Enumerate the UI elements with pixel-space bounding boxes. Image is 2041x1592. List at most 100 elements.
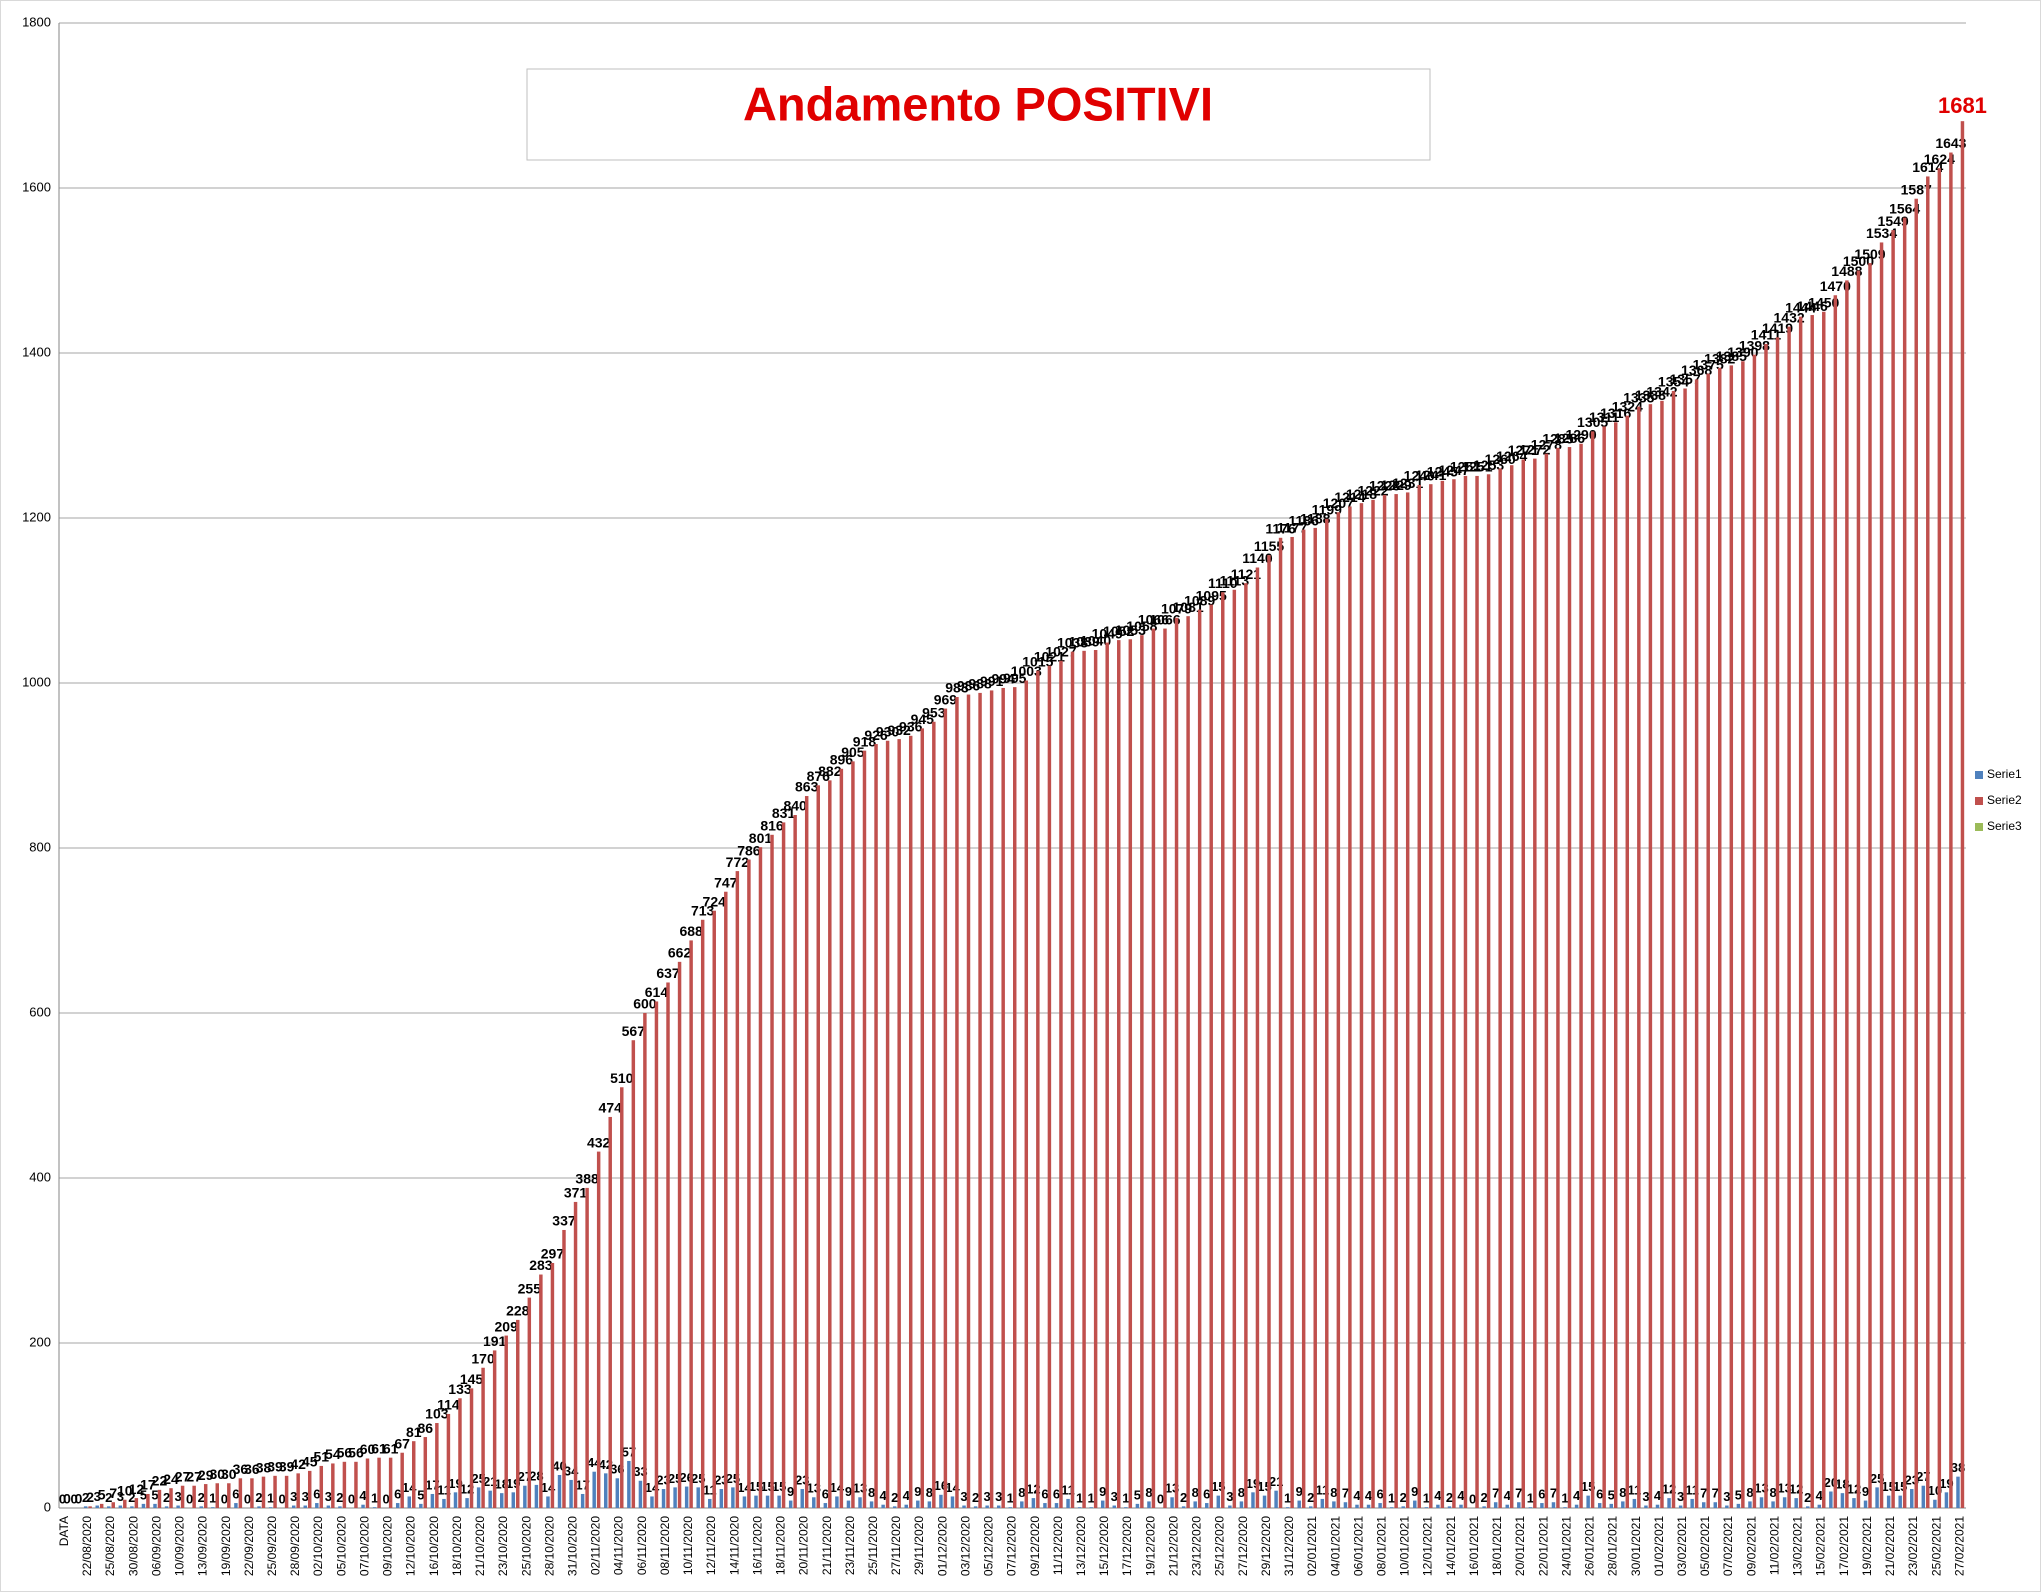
bar bbox=[1301, 529, 1306, 1508]
bar bbox=[1868, 263, 1872, 1509]
data-label: 0 bbox=[1157, 1491, 1164, 1506]
bar bbox=[742, 1496, 747, 1508]
data-label: 0 bbox=[186, 1491, 193, 1506]
bar bbox=[157, 1489, 162, 1508]
bar bbox=[180, 1485, 185, 1508]
bar bbox=[146, 1493, 150, 1508]
x-tick-label: 30/08/2020 bbox=[126, 1516, 140, 1576]
bar bbox=[1898, 1495, 1902, 1508]
data-label: 2 bbox=[891, 1490, 898, 1505]
bar bbox=[1590, 431, 1595, 1508]
bar bbox=[1493, 1502, 1498, 1508]
bar bbox=[955, 697, 959, 1508]
x-tick-label: 12/01/2021 bbox=[1421, 1516, 1435, 1576]
data-label: 1177 bbox=[1277, 520, 1308, 536]
bar bbox=[1205, 1503, 1209, 1508]
data-label: 747 bbox=[714, 874, 738, 890]
bar bbox=[88, 1506, 92, 1508]
data-label: 2 bbox=[86, 1489, 94, 1505]
data-label: 1509 bbox=[1854, 246, 1885, 262]
bar bbox=[303, 1505, 307, 1508]
bar bbox=[1845, 280, 1849, 1508]
bar bbox=[724, 891, 728, 1508]
bar bbox=[1059, 660, 1063, 1508]
data-label: 27 bbox=[186, 1468, 202, 1484]
bar bbox=[1852, 1498, 1856, 1508]
bar bbox=[712, 910, 716, 1508]
bar bbox=[620, 1087, 624, 1508]
data-label: 662 bbox=[668, 945, 692, 961]
data-label: 1 bbox=[1388, 1491, 1395, 1506]
bar bbox=[1817, 1504, 1822, 1508]
bar bbox=[758, 847, 763, 1508]
x-tick-label: 22/01/2021 bbox=[1536, 1516, 1550, 1576]
data-label: 831 bbox=[772, 805, 796, 821]
data-label: 4 bbox=[1573, 1488, 1581, 1503]
data-label: 133 bbox=[448, 1381, 472, 1397]
x-tick-label: 21/12/2020 bbox=[1166, 1516, 1180, 1576]
bar bbox=[192, 1485, 196, 1508]
x-tick-label: 20/01/2021 bbox=[1513, 1516, 1527, 1576]
bar bbox=[372, 1507, 377, 1508]
bar bbox=[1070, 651, 1075, 1508]
data-label: 5 bbox=[1735, 1487, 1742, 1502]
bar bbox=[1447, 1506, 1452, 1508]
data-label: 4 bbox=[359, 1488, 367, 1503]
bar bbox=[1937, 168, 1942, 1509]
x-tick-label: 27/02/2021 bbox=[1952, 1516, 1966, 1576]
data-label: 2 bbox=[255, 1490, 262, 1505]
bar bbox=[1401, 1506, 1405, 1508]
y-tick-label: 200 bbox=[29, 1334, 51, 1349]
data-label: 1643 bbox=[1935, 135, 1966, 151]
data-label: 2 bbox=[1307, 1490, 1314, 1505]
bar bbox=[1713, 1502, 1718, 1508]
data-label: 4 bbox=[1353, 1488, 1361, 1503]
bar bbox=[569, 1479, 573, 1508]
bar bbox=[1100, 1500, 1105, 1508]
data-label: 145 bbox=[460, 1371, 484, 1387]
bar bbox=[1833, 295, 1838, 1508]
bar bbox=[788, 1500, 793, 1508]
bar bbox=[1001, 687, 1005, 1508]
bar bbox=[754, 1495, 758, 1508]
bar bbox=[1371, 499, 1375, 1509]
data-label: 3 bbox=[117, 1489, 124, 1504]
data-label: 3 bbox=[290, 1489, 297, 1504]
bar bbox=[1822, 311, 1826, 1508]
bar bbox=[978, 692, 982, 1508]
bar bbox=[1348, 506, 1352, 1508]
data-label: 1311 bbox=[1589, 409, 1620, 425]
bar bbox=[800, 1489, 804, 1508]
bar bbox=[1960, 121, 1965, 1508]
data-label: 1251 bbox=[1461, 459, 1492, 475]
data-label: 3 bbox=[995, 1489, 1002, 1504]
bar bbox=[1729, 365, 1734, 1508]
data-label: 3 bbox=[1226, 1489, 1233, 1504]
bar bbox=[1424, 1507, 1429, 1508]
data-label: 1 bbox=[371, 1491, 378, 1506]
bar bbox=[1706, 373, 1710, 1508]
data-label: 61 bbox=[383, 1440, 399, 1456]
data-label: 4 bbox=[1365, 1488, 1373, 1503]
bar bbox=[550, 1262, 555, 1508]
bar bbox=[1313, 527, 1317, 1508]
x-tick-label: 23/02/2021 bbox=[1906, 1516, 1920, 1576]
data-label: 1357 bbox=[1669, 371, 1700, 387]
bar bbox=[107, 1506, 111, 1508]
bar bbox=[592, 1471, 596, 1508]
x-tick-label: 10/01/2021 bbox=[1398, 1516, 1412, 1576]
bar bbox=[1274, 1490, 1278, 1508]
data-label: 388 bbox=[575, 1171, 599, 1187]
x-tick-label: 05/12/2020 bbox=[982, 1516, 996, 1576]
data-label: 1079 bbox=[1161, 601, 1192, 617]
data-label: 432 bbox=[587, 1134, 611, 1150]
bar bbox=[284, 1475, 289, 1508]
data-label: 724 bbox=[703, 893, 727, 909]
bar bbox=[546, 1496, 550, 1508]
bar bbox=[1602, 426, 1606, 1508]
data-label: 283 bbox=[529, 1257, 553, 1273]
data-label: 1272 bbox=[1519, 441, 1550, 457]
data-label: 474 bbox=[599, 1100, 623, 1116]
data-label: 6 bbox=[394, 1486, 401, 1501]
x-tick-label: 22/09/2020 bbox=[242, 1516, 256, 1576]
